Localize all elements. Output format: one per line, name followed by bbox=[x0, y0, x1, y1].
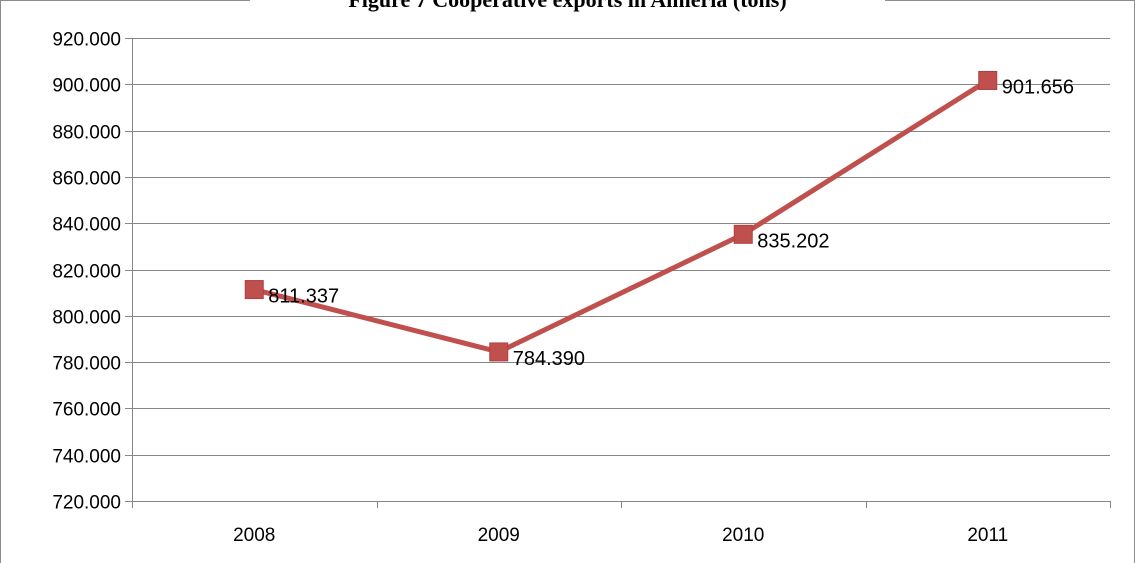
data-label-2011: 901.656 bbox=[1002, 76, 1074, 98]
y-axis-ticks: 720.000 740.000 760.000 780.000 800.000 820.0… bbox=[52, 30, 132, 514]
y-tick-label: 860.000 bbox=[52, 169, 121, 190]
y-tick-label: 840.000 bbox=[52, 215, 121, 236]
data-labels: 811.337 784.390 835.202 901.656 bbox=[268, 76, 1074, 369]
x-tick-label-2011: 2011 bbox=[967, 525, 1008, 546]
y-tick-label: 820.000 bbox=[52, 262, 121, 283]
point-marker-2009 bbox=[489, 342, 509, 362]
x-tick-label-2008: 2008 bbox=[233, 525, 275, 546]
series-lines bbox=[251, 77, 991, 355]
x-tick-label-2010: 2010 bbox=[722, 525, 764, 546]
data-label-2010: 835.202 bbox=[757, 230, 829, 252]
y-tick-label: 900.000 bbox=[52, 76, 121, 97]
gridlines bbox=[132, 38, 1110, 456]
y-tick-label: 920.000 bbox=[52, 30, 121, 51]
y-tick-label: 800.000 bbox=[52, 308, 121, 329]
y-tick-label: 740.000 bbox=[52, 447, 121, 468]
axes bbox=[132, 38, 1110, 502]
point-marker-2010 bbox=[733, 224, 753, 244]
x-tick-label-2009: 2009 bbox=[478, 525, 520, 546]
chart-title: Figure 7 Cooperative exports in Almería … bbox=[0, 0, 1135, 13]
y-tick-label: 780.000 bbox=[52, 354, 121, 375]
series-markers bbox=[244, 70, 998, 362]
x-axis-ticks: 2008 2009 2010 2011 bbox=[132, 501, 1111, 546]
series-line-0 bbox=[251, 77, 991, 355]
data-label-2009: 784.390 bbox=[513, 348, 585, 370]
point-marker-2011 bbox=[978, 70, 998, 90]
y-tick-label: 760.000 bbox=[52, 400, 121, 421]
data-label-2008: 811.337 bbox=[268, 286, 339, 308]
y-tick-label: 720.000 bbox=[52, 493, 121, 514]
point-marker-2008 bbox=[244, 280, 264, 300]
y-tick-label: 880.000 bbox=[52, 123, 121, 144]
